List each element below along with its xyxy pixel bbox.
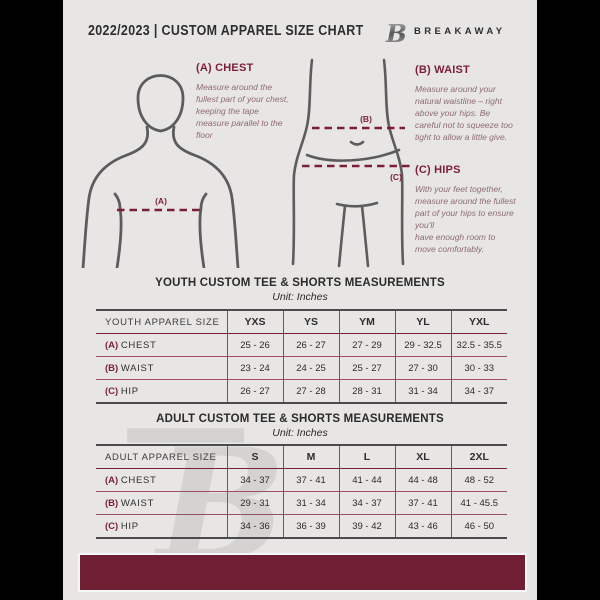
hips-instruction: (C) HIPS With your feet together, measur… bbox=[415, 164, 517, 255]
value-cell: 24 - 25 bbox=[282, 356, 339, 380]
youth-size-table: YOUTH APPAREL SIZE YXS YS YM YL YXL (A) … bbox=[96, 309, 507, 404]
value-cell: 27 - 28 bbox=[282, 379, 339, 403]
value-cell: 34 - 37 bbox=[226, 468, 283, 492]
hips-heading: (C) HIPS bbox=[415, 164, 461, 176]
table-row: (C) HIP 26 - 27 27 - 28 28 - 31 31 - 34 … bbox=[96, 379, 507, 403]
value-cell: 34 - 37 bbox=[450, 379, 507, 403]
hips-body: With your feet together, measure around … bbox=[415, 184, 516, 255]
row-label: WAIST bbox=[120, 497, 155, 509]
table-row: (B) WAIST 29 - 31 31 - 34 34 - 37 37 - 4… bbox=[96, 491, 507, 515]
row-prefix: (A) bbox=[105, 474, 119, 486]
size-chart-document: B 2022/2023 | CUSTOM APPAREL SIZE CHART … bbox=[63, 0, 537, 600]
row-prefix: (B) bbox=[105, 362, 119, 374]
table-row: (A) CHEST 25 - 26 26 - 27 27 - 29 29 - 3… bbox=[96, 333, 507, 357]
footer-bar bbox=[78, 553, 527, 592]
logo-letter: B bbox=[385, 19, 407, 48]
row-label: HIP bbox=[120, 385, 139, 397]
size-cell: YXS bbox=[226, 310, 283, 334]
table-row: (B) WAIST 23 - 24 24 - 25 25 - 27 27 - 3… bbox=[96, 356, 507, 380]
value-cell: 34 - 36 bbox=[226, 514, 283, 538]
youth-table-title: YOUTH CUSTOM TEE & SHORTS MEASUREMENTS bbox=[155, 277, 445, 289]
youth-table-unit: Unit: Inches bbox=[272, 291, 328, 303]
page-title: 2022/2023 | CUSTOM APPAREL SIZE CHART bbox=[88, 23, 364, 39]
breakaway-b-icon: B bbox=[381, 19, 407, 48]
value-cell: 44 - 48 bbox=[394, 468, 451, 492]
value-cell: 48 - 52 bbox=[450, 468, 507, 492]
value-cell: 39 - 42 bbox=[338, 514, 395, 538]
value-cell: 27 - 30 bbox=[394, 356, 451, 380]
row-label: CHEST bbox=[120, 339, 157, 351]
adult-table-title: ADULT CUSTOM TEE & SHORTS MEASUREMENTS bbox=[156, 413, 444, 425]
row-label-cell: (A) CHEST bbox=[96, 334, 227, 357]
size-cell: S bbox=[226, 445, 283, 469]
row-prefix: (C) bbox=[105, 520, 119, 532]
row-label: CHEST bbox=[120, 474, 157, 486]
brand-name: BREAKAWAY bbox=[414, 26, 506, 37]
size-cell: 2XL bbox=[450, 445, 507, 469]
size-cell: L bbox=[338, 445, 395, 469]
size-cell: YS bbox=[282, 310, 339, 334]
size-header-cell: ADULT APPAREL SIZE bbox=[96, 445, 227, 469]
value-cell: 32.5 - 35.5 bbox=[450, 333, 507, 357]
table-header-row: YOUTH APPAREL SIZE YXS YS YM YL YXL bbox=[96, 310, 507, 334]
chest-heading: (A) CHEST bbox=[196, 62, 254, 74]
size-cell: XL bbox=[394, 445, 451, 469]
waist-instruction: (B) WAIST Measure around your natural wa… bbox=[415, 64, 517, 143]
table-row: (A) CHEST 34 - 37 37 - 41 41 - 44 44 - 4… bbox=[96, 468, 507, 492]
table-row: (C) HIP 34 - 36 36 - 39 39 - 42 43 - 46 … bbox=[96, 514, 507, 538]
size-cell: YM bbox=[338, 310, 395, 334]
row-label-cell: (A) CHEST bbox=[96, 469, 227, 492]
value-cell: 25 - 26 bbox=[226, 333, 283, 357]
waist-line-label: (B) bbox=[360, 114, 372, 124]
table-header-row: ADULT APPAREL SIZE S M L XL 2XL bbox=[96, 445, 507, 469]
row-label-cell: (B) WAIST bbox=[96, 356, 227, 380]
row-label-cell: (C) HIP bbox=[96, 379, 227, 403]
value-cell: 27 - 29 bbox=[338, 333, 395, 357]
size-header-cell: YOUTH APPAREL SIZE bbox=[96, 310, 227, 334]
waist-heading: (B) WAIST bbox=[415, 64, 470, 76]
value-cell: 36 - 39 bbox=[282, 514, 339, 538]
value-cell: 29 - 32.5 bbox=[394, 333, 451, 357]
row-prefix: (A) bbox=[105, 339, 119, 351]
value-cell: 41 - 44 bbox=[338, 468, 395, 492]
value-cell: 23 - 24 bbox=[226, 356, 283, 380]
value-cell: 28 - 31 bbox=[338, 379, 395, 403]
row-label-cell: (B) WAIST bbox=[96, 491, 227, 515]
size-cell: M bbox=[282, 445, 339, 469]
value-cell: 29 - 31 bbox=[226, 491, 283, 515]
row-prefix: (B) bbox=[105, 497, 119, 509]
size-cell: YXL bbox=[450, 310, 507, 334]
value-cell: 41 - 45.5 bbox=[450, 491, 507, 515]
brand-lockup: B BREAKAWAY bbox=[379, 15, 505, 48]
value-cell: 31 - 34 bbox=[282, 491, 339, 515]
row-label: HIP bbox=[120, 520, 139, 532]
lower-body-figure: (B) (C) bbox=[291, 58, 410, 268]
row-prefix: (C) bbox=[105, 385, 119, 397]
value-cell: 34 - 37 bbox=[338, 491, 395, 515]
value-cell: 46 - 50 bbox=[450, 514, 507, 538]
chest-instruction: (A) CHEST Measure around the fullest par… bbox=[196, 62, 292, 141]
value-cell: 37 - 41 bbox=[394, 491, 451, 515]
row-label-cell: (C) HIP bbox=[96, 514, 227, 538]
size-cell: YL bbox=[394, 310, 451, 334]
adult-table-unit: Unit: Inches bbox=[272, 427, 328, 439]
value-cell: 43 - 46 bbox=[394, 514, 451, 538]
value-cell: 30 - 33 bbox=[450, 356, 507, 380]
value-cell: 25 - 27 bbox=[338, 356, 395, 380]
value-cell: 31 - 34 bbox=[394, 379, 451, 403]
value-cell: 26 - 27 bbox=[282, 333, 339, 357]
waist-body: Measure around your natural waistline – … bbox=[415, 84, 513, 143]
row-label: WAIST bbox=[120, 362, 155, 374]
hip-line-label: (C) bbox=[390, 172, 402, 182]
chest-line-label: (A) bbox=[155, 196, 167, 206]
value-cell: 26 - 27 bbox=[226, 379, 283, 403]
adult-size-table: ADULT APPAREL SIZE S M L XL 2XL (A) CHES… bbox=[96, 444, 507, 539]
chest-body: Measure around the fullest part of your … bbox=[196, 82, 289, 141]
value-cell: 37 - 41 bbox=[282, 468, 339, 492]
